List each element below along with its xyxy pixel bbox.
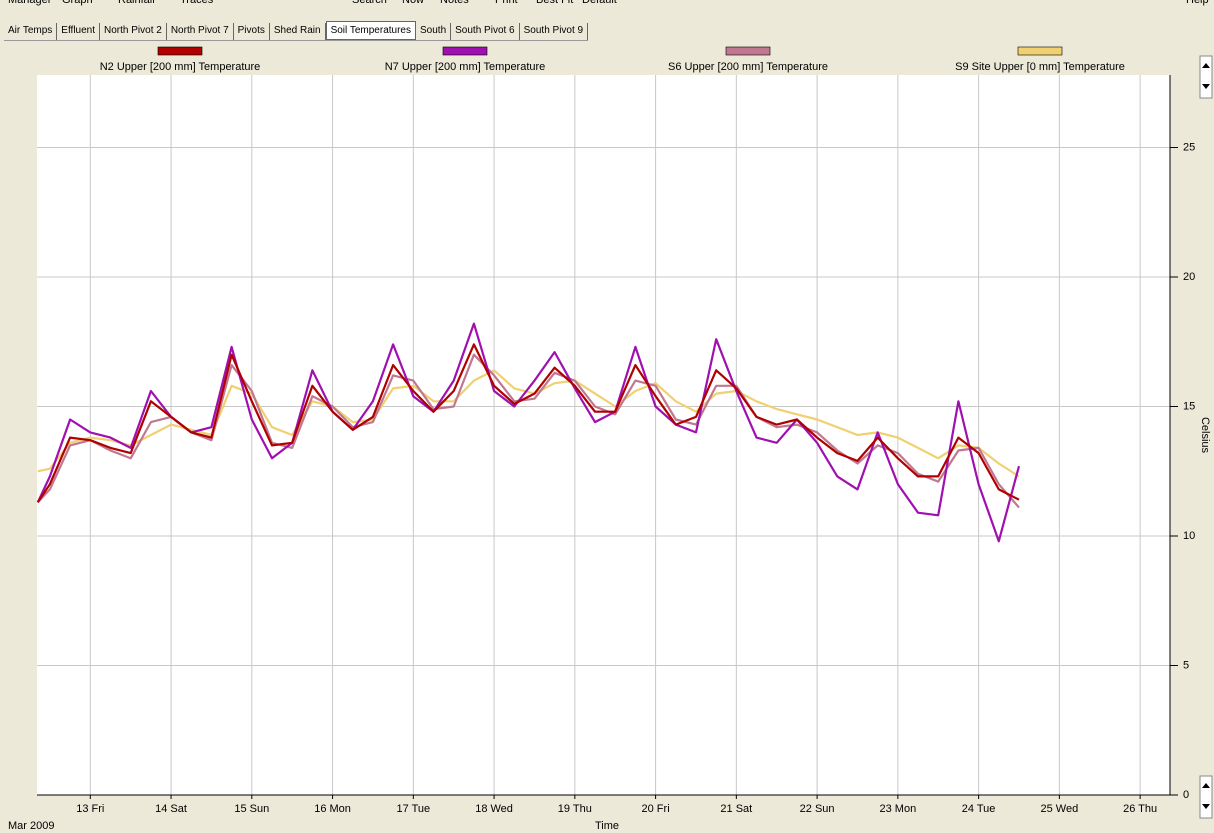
tab[interactable]: North Pivot 2 xyxy=(100,23,167,40)
x-tick-label: 25 Wed xyxy=(1041,803,1079,815)
x-tick-label: 19 Thu xyxy=(558,803,592,815)
x-tick-label: 16 Mon xyxy=(314,803,351,815)
x-tick-label: 24 Tue xyxy=(962,803,996,815)
menu-item[interactable]: Rainfall xyxy=(118,0,155,6)
legend-swatch xyxy=(157,46,203,56)
x-axis-label: Time xyxy=(595,820,619,832)
y-tick-label: 0 xyxy=(1183,789,1189,801)
menu-item[interactable]: Graph xyxy=(62,0,93,6)
scroll-arrows[interactable] xyxy=(1199,55,1213,819)
menu-item[interactable]: Manager xyxy=(8,0,52,6)
menu-item[interactable]: Best Fit xyxy=(536,0,574,6)
y-tick-label: 15 xyxy=(1183,400,1195,412)
menu-item[interactable]: Default xyxy=(582,0,617,6)
y-tick-label: 25 xyxy=(1183,141,1195,153)
menu-item[interactable]: Traces xyxy=(180,0,214,6)
legend-swatch xyxy=(725,46,771,56)
legend-label: N2 Upper [200 mm] Temperature xyxy=(100,61,261,73)
menu-item[interactable]: Search xyxy=(352,0,387,6)
x-tick-label: 26 Thu xyxy=(1123,803,1157,815)
menu-item[interactable]: Notes xyxy=(440,0,469,6)
menu-item[interactable]: Now xyxy=(402,0,425,6)
x-tick-label: 22 Sun xyxy=(800,803,835,815)
menu-bar: Manager Graph Rainfall Traces Search Now Notes… xyxy=(0,0,1214,18)
legend-label: N7 Upper [200 mm] Temperature xyxy=(385,61,546,73)
x-tick-label: 18 Wed xyxy=(475,803,513,815)
x-tick-label: 14 Sat xyxy=(155,803,187,815)
x-tick-label: 17 Tue xyxy=(397,803,431,815)
date-label: Mar 2009 xyxy=(8,820,54,832)
legend-label: S6 Upper [200 mm] Temperature xyxy=(668,61,828,73)
legend-label: S9 Site Upper [0 mm] Temperature xyxy=(955,61,1125,73)
y-tick-label: 20 xyxy=(1183,271,1195,283)
series-line xyxy=(36,343,1020,503)
tab[interactable]: Soil Temperatures xyxy=(325,21,416,40)
tab[interactable]: South Pivot 9 xyxy=(519,23,589,40)
tab[interactable]: Shed Rain xyxy=(269,23,326,40)
tab[interactable]: Pivots xyxy=(233,23,270,40)
x-tick-label: 21 Sat xyxy=(720,803,752,815)
y-tick-label: 5 xyxy=(1183,659,1189,671)
tab[interactable]: South xyxy=(416,23,452,40)
y-axis-label: Celsius xyxy=(1199,417,1211,454)
plot-area xyxy=(37,75,1170,795)
legend-swatch xyxy=(442,46,488,56)
series-line xyxy=(36,322,1021,543)
tab[interactable]: South Pivot 6 xyxy=(451,23,520,40)
menu-item[interactable]: Help xyxy=(1186,0,1209,6)
menu-item[interactable]: Print xyxy=(495,0,518,6)
x-tick-label: 20 Fri xyxy=(642,803,670,815)
tab[interactable]: Effluent xyxy=(57,23,101,40)
tab[interactable]: North Pivot 7 xyxy=(166,23,234,40)
tab[interactable]: Air Temps xyxy=(4,23,58,40)
legend-swatch xyxy=(1017,46,1063,56)
x-tick-label: 23 Mon xyxy=(880,803,917,815)
x-tick-label: 15 Sun xyxy=(234,803,269,815)
tab-strip: Air Temps Effluent North Pivot 2 North Pivo… xyxy=(4,21,589,41)
y-tick-label: 10 xyxy=(1183,530,1195,542)
x-tick-label: 13 Fri xyxy=(76,803,104,815)
